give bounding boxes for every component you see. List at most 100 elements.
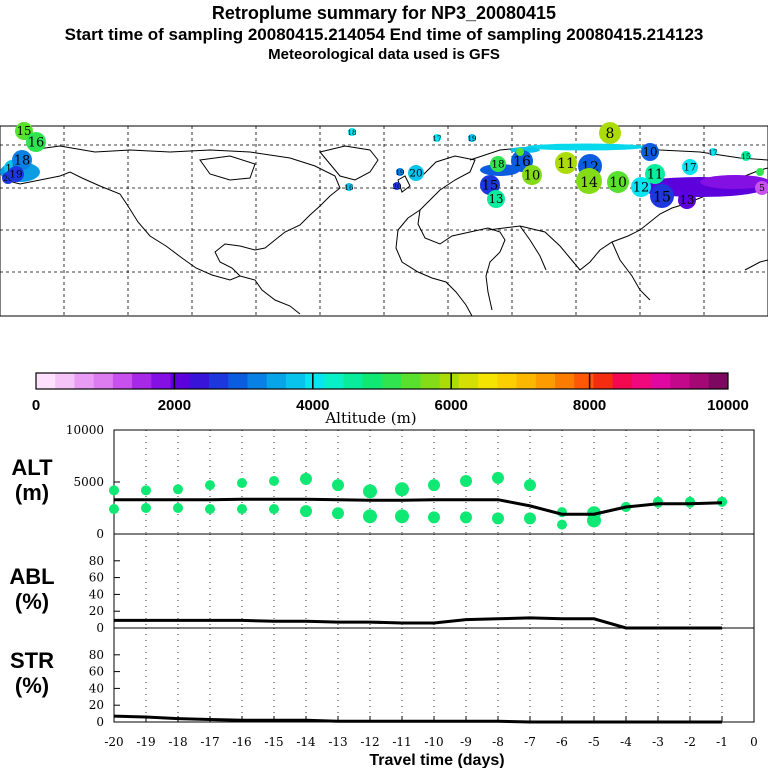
trajectory-day-label: 15: [17, 124, 32, 138]
trajectory-day-label: 10: [524, 169, 541, 184]
x-tick-label: -15: [264, 735, 283, 749]
alt-percentile-point: [363, 484, 377, 499]
y-tick-label: 40: [89, 681, 104, 695]
trajectory-day-label: 11: [557, 156, 575, 172]
y-tick-label: 0: [96, 715, 104, 729]
alt-percentile-point: [237, 478, 247, 489]
colorbar-cell: [555, 373, 575, 389]
trajectory-point: [12, 150, 32, 170]
y-tick-label: 80: [89, 554, 104, 568]
abl-panel-title: ABL: [9, 564, 55, 589]
abl-panel-frame: [113, 533, 755, 629]
alt-median-line: [114, 497, 723, 516]
colorbar-cell: [535, 373, 556, 389]
trajectory-day-label: 16: [345, 184, 354, 192]
trajectory-day-label: 15: [653, 189, 671, 205]
trajectory-point: [487, 190, 505, 208]
y-tick-label: 40: [89, 587, 104, 601]
y-tick-label: 80: [89, 648, 104, 662]
y-tick-label: 0: [96, 621, 104, 635]
alt-percentile-point: [363, 509, 377, 524]
trajectory-day-label: 13: [489, 192, 504, 206]
trajectory-point: [345, 183, 353, 191]
colorbar-tick-label: 10000: [707, 397, 749, 414]
trajectory-point: [645, 164, 665, 184]
colorbar-cell: [170, 373, 191, 389]
sampling-times: Start time of sampling 20080415.214054 E…: [64, 25, 704, 44]
x-tick-label: -20: [104, 735, 123, 749]
trajectory-point: [650, 184, 674, 208]
colorbar-cell: [324, 373, 345, 389]
trajectory-point: [393, 182, 401, 190]
str-panel-frame: [113, 627, 755, 723]
trajectory-point: [408, 165, 424, 181]
alt-percentile-point: [492, 471, 504, 484]
alt-percentile-point: [524, 512, 536, 525]
colorbar-cell: [74, 373, 95, 389]
map-graticule: [0, 126, 768, 316]
trajectory-point: [490, 156, 506, 172]
trajectory-point: [599, 122, 621, 144]
colorbar-cell: [670, 373, 691, 389]
trajectory-point: [516, 148, 524, 156]
trajectory-point: [468, 134, 476, 142]
trajectory-point: [682, 159, 698, 175]
colorbar-cell: [132, 373, 152, 389]
colorbar-cell: [439, 373, 460, 389]
trajectory-day-label: 20: [393, 183, 402, 191]
trajectory-day-label: 10: [609, 175, 627, 191]
alt-percentile-point: [173, 503, 183, 513]
trajectory-point: [607, 171, 629, 193]
alt-percentile-point: [269, 504, 279, 515]
trajectory-day-label: 19: [468, 135, 477, 143]
y-tick-label: 20: [89, 698, 104, 712]
colorbar-cell: [362, 373, 383, 389]
trajectory-point: [396, 168, 404, 176]
abl-panel-unit: (%): [14, 589, 50, 614]
colorbar-tick-label: 8000: [573, 397, 606, 414]
x-tick-label: -5: [588, 735, 600, 749]
x-tick-label: -14: [296, 735, 316, 749]
trajectory-day-label: 15: [742, 153, 751, 161]
x-tick-label: -1: [716, 735, 728, 749]
colorbar-cell: [382, 373, 402, 389]
x-tick-label: 0: [750, 735, 758, 749]
trajectory-point: [755, 181, 768, 195]
chart-title: Retroplume summary for NP3_20080415: [211, 3, 557, 23]
trajectory-point: [26, 132, 46, 152]
trajectory-day-label: 12: [633, 181, 650, 196]
y-tick-label: 60: [89, 571, 104, 585]
colorbar-cell: [516, 373, 537, 389]
x-tick-label: -9: [460, 735, 472, 749]
alt-percentile-point: [109, 485, 119, 496]
trajectory-point: [480, 175, 500, 195]
alt-percentile-point: [428, 511, 440, 524]
colorbar-cell: [189, 373, 210, 389]
alt-panel-title: ALT: [11, 455, 53, 480]
colorbar-tick-label: 2000: [158, 397, 191, 414]
colorbar-cell: [593, 373, 614, 389]
trajectory-day-label: 17: [709, 149, 718, 157]
trajectory-day-label: 15: [482, 179, 499, 194]
alt-percentile-point: [300, 505, 312, 518]
x-tick-label: -7: [524, 735, 536, 749]
trajectory-day-label: 19: [396, 169, 405, 177]
alt-percentile-point: [492, 512, 504, 525]
alt-percentile-point: [395, 482, 409, 497]
alt-panel-unit: (m): [14, 480, 50, 505]
trajectory-point: [641, 143, 659, 161]
abl-line: [114, 616, 722, 630]
trajectory-day-label: 5: [759, 184, 765, 194]
trajectory-day-label: 16: [513, 154, 531, 170]
x-tick-label: -2: [684, 735, 696, 749]
y-tick-label: 5000: [73, 475, 104, 489]
alt-percentile-point: [557, 519, 567, 530]
x-tick-label: -18: [168, 735, 187, 749]
trajectory-day-label: 19: [9, 169, 22, 181]
trajectory-day-label: 18: [348, 129, 357, 137]
trajectory-day-label: 17: [433, 135, 442, 143]
alt-percentile-point: [141, 503, 151, 513]
colorbar-cell: [478, 373, 498, 389]
alt-percentile-point: [173, 484, 183, 495]
